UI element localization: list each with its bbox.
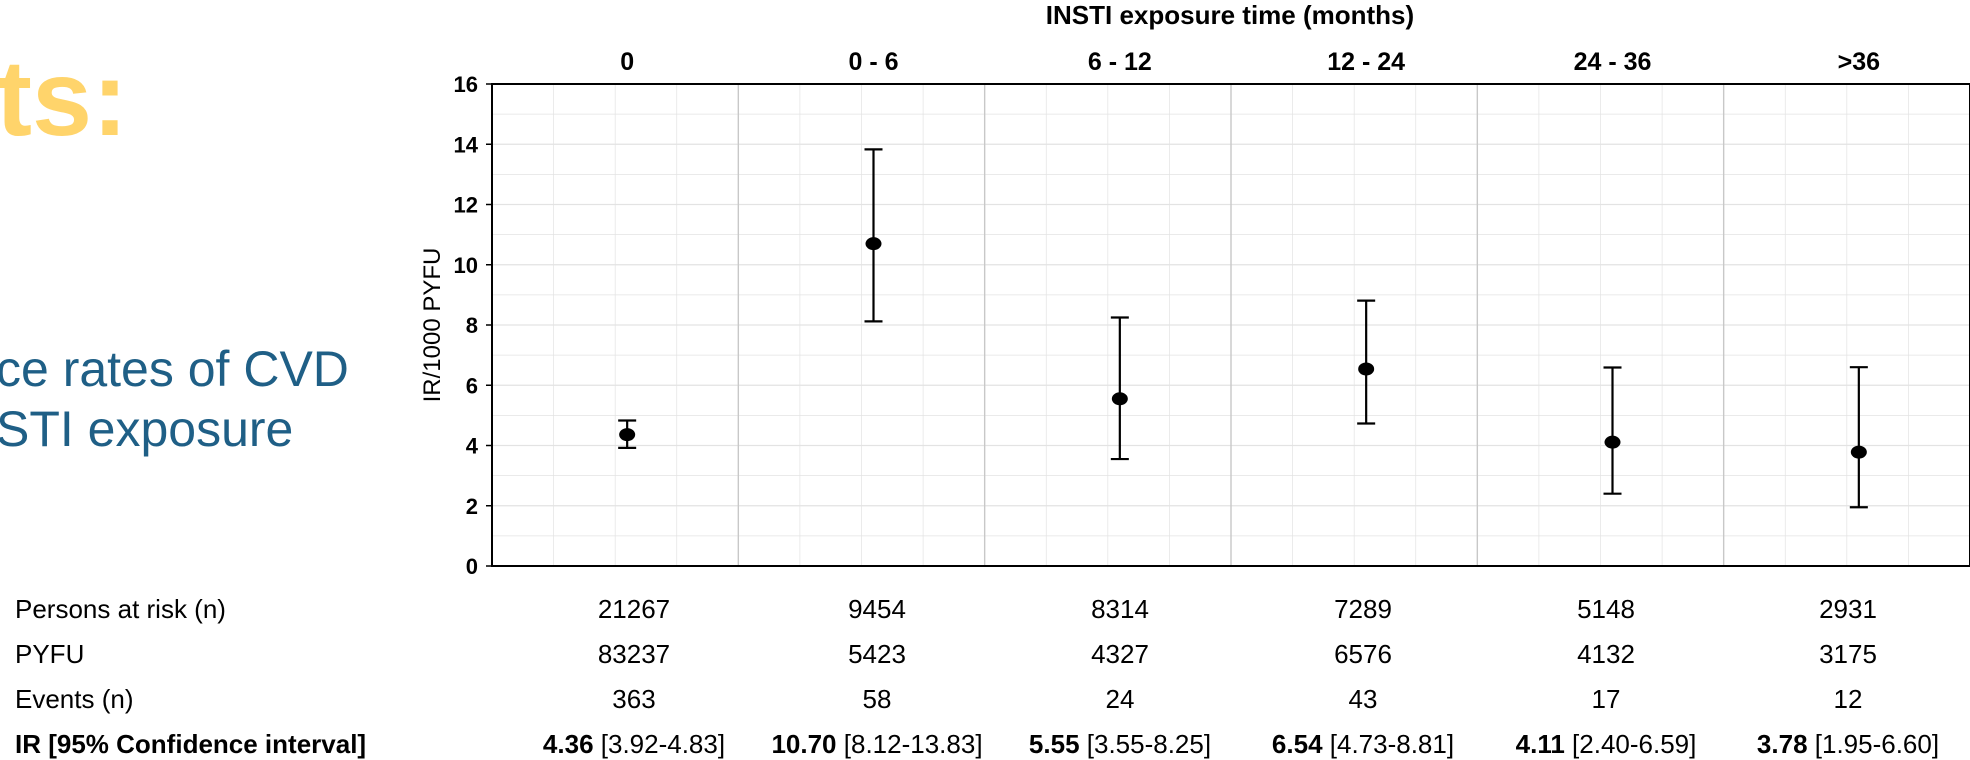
y-tick-label: 0 bbox=[466, 554, 478, 579]
data-point bbox=[619, 428, 636, 442]
x-category-label: 24 - 36 bbox=[1574, 48, 1652, 76]
cell-events-5: 12 bbox=[1833, 684, 1863, 714]
cell-ir-2: 5.55 [3.55-8.25] bbox=[1000, 729, 1240, 760]
incidence-rate-chart: INSTI exposure time (months) IR/1000 PYF… bbox=[419, 0, 1970, 579]
cell-pyfu-5: 3175 bbox=[1819, 639, 1877, 669]
slide-subtitle-line-2: STI exposure bbox=[0, 401, 294, 457]
chart-title: INSTI exposure time (months) bbox=[1046, 0, 1414, 30]
row-label-events: Events (n) bbox=[15, 684, 134, 714]
cell-pyfu-2: 4327 bbox=[1091, 639, 1149, 669]
ir-ci: [3.55-8.25] bbox=[1086, 729, 1212, 759]
y-axis-label: IR/1000 PYFU bbox=[419, 248, 446, 403]
row-label-persons-at-risk: Persons at risk (n) bbox=[15, 594, 226, 624]
y-tick-label: 16 bbox=[454, 72, 478, 97]
cell-events-4: 17 bbox=[1591, 684, 1621, 714]
ir-value: 4.11 bbox=[1515, 729, 1565, 759]
cell-persons-3: 7289 bbox=[1334, 594, 1392, 624]
cell-ir-4: 4.11 [2.40-6.59] bbox=[1486, 729, 1726, 760]
cell-pyfu-4: 4132 bbox=[1577, 639, 1635, 669]
y-tick-label: 2 bbox=[466, 494, 478, 519]
cell-events-2: 24 bbox=[1105, 684, 1135, 714]
x-category-label: 0 bbox=[620, 48, 634, 76]
data-point bbox=[1850, 445, 1867, 459]
cell-events-0: 363 bbox=[612, 684, 656, 714]
x-category-label: >36 bbox=[1838, 48, 1880, 76]
row-label-pyfu: PYFU bbox=[15, 639, 85, 669]
y-tick-label: 10 bbox=[454, 253, 478, 278]
ir-ci: [8.12-13.83] bbox=[843, 729, 983, 759]
cell-ir-5: 3.78 [1.95-6.60] bbox=[1728, 729, 1968, 760]
cell-pyfu-0: 83237 bbox=[597, 639, 671, 669]
y-tick-label: 4 bbox=[466, 434, 479, 459]
cell-ir-0: 4.36 [3.92-4.83] bbox=[514, 729, 754, 760]
cell-ir-1: 10.70 [8.12-13.83] bbox=[757, 729, 997, 760]
y-axis-ticks: 0 2 4 6 8 10 12 14 16 bbox=[454, 72, 492, 579]
data-point bbox=[1111, 392, 1128, 406]
ir-ci: [4.73-8.81] bbox=[1329, 729, 1455, 759]
cell-persons-5: 2931 bbox=[1819, 594, 1877, 624]
cell-events-1: 58 bbox=[862, 684, 892, 714]
ir-value: 10.70 bbox=[771, 729, 837, 759]
slide-subtitle-line-1: ce rates of CVD bbox=[0, 341, 349, 397]
grid bbox=[491, 83, 1970, 567]
row-label-ir: IR [95% Confidence interval] bbox=[15, 729, 367, 759]
cell-persons-0: 21267 bbox=[597, 594, 671, 624]
x-category-label: 12 - 24 bbox=[1327, 48, 1405, 76]
y-tick-label: 8 bbox=[466, 313, 478, 338]
data-point bbox=[1358, 362, 1375, 376]
x-axis-categories: 0 0 - 6 6 - 12 12 - 24 24 - 36 >36 bbox=[620, 48, 1880, 76]
cell-persons-4: 5148 bbox=[1577, 594, 1635, 624]
ir-value: 3.78 bbox=[1756, 729, 1808, 759]
data-points bbox=[618, 148, 1868, 509]
ir-ci: [2.40-6.59] bbox=[1572, 729, 1697, 759]
cell-ir-3: 6.54 [4.73-8.81] bbox=[1243, 729, 1483, 760]
y-tick-label: 6 bbox=[466, 373, 478, 398]
ir-value: 4.36 bbox=[542, 729, 594, 759]
cell-pyfu-1: 5423 bbox=[848, 639, 906, 669]
cell-persons-2: 8314 bbox=[1091, 594, 1149, 624]
x-category-label: 6 - 12 bbox=[1088, 48, 1152, 76]
ir-value: 5.55 bbox=[1028, 729, 1080, 759]
ir-ci: [1.95-6.60] bbox=[1814, 729, 1940, 759]
cell-persons-1: 9454 bbox=[848, 594, 906, 624]
ir-value: 6.54 bbox=[1271, 729, 1323, 759]
x-category-label: 0 - 6 bbox=[848, 48, 898, 76]
cell-pyfu-3: 6576 bbox=[1334, 639, 1392, 669]
data-point bbox=[865, 237, 882, 251]
ir-ci: [3.92-4.83] bbox=[600, 729, 726, 759]
cell-events-3: 43 bbox=[1348, 684, 1378, 714]
data-point bbox=[1604, 435, 1621, 449]
slide-title: ts: bbox=[0, 37, 128, 158]
y-tick-label: 12 bbox=[454, 193, 478, 218]
y-tick-label: 14 bbox=[454, 132, 479, 157]
